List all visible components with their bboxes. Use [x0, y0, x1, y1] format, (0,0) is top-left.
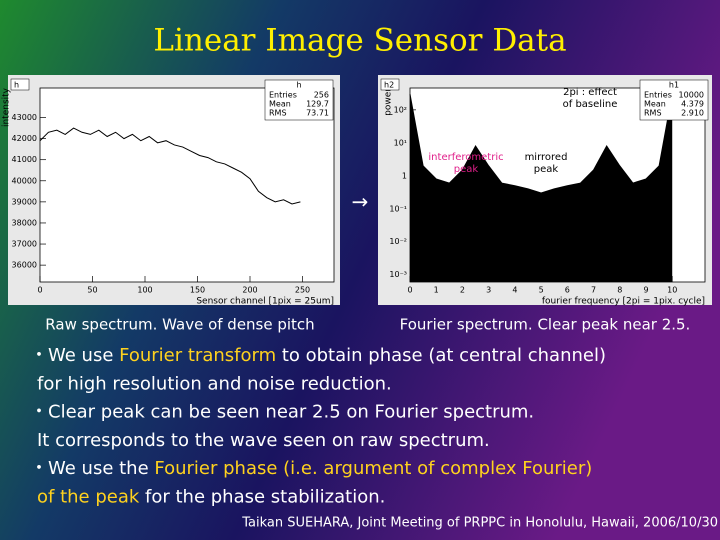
y-tick-label: 38000 [12, 218, 37, 227]
annotation: interferometric [428, 152, 503, 163]
x-tick-label: 1 [434, 286, 439, 295]
y-tick-label: 10⁻¹ [389, 204, 407, 213]
bullet-text: It corresponds to the wave seen on raw s… [37, 430, 490, 451]
y-axis-label: intensity [2, 87, 12, 127]
annotation: peak [534, 164, 559, 175]
stats-box [639, 79, 709, 121]
stats-key: RMS [644, 109, 662, 118]
plot: 0 1 2 3 4 5 6 7 8 9 10 10² 10¹ 1 10⁻¹ 10⁻² 10⁻³ fourier f… [378, 75, 712, 307]
spectrum-line [409, 94, 673, 194]
stats-box [264, 79, 334, 121]
bullet-text: of the peak [37, 487, 140, 508]
x-tick-label: 250 [295, 286, 310, 295]
bullet-line: of the peak for the phase stabilization. [37, 487, 385, 508]
caption: Raw spectrum. Wave of dense pitch [45, 316, 314, 334]
plot: 0 50 100 150 200 250 36000 37000 38000 39000 40000… [2, 75, 340, 307]
bullets: ・We use Fourier transform to obtain phas… [30, 345, 606, 508]
stats-value: 4.379 [681, 100, 704, 109]
bullet-text: Fourier transform [119, 345, 276, 366]
x-tick-label: 8 [617, 286, 622, 295]
x-tick-label: 10 [667, 286, 677, 295]
y-axis-label: power [384, 88, 394, 116]
stats-value: 2.910 [681, 109, 704, 118]
stats-value: 10000 [679, 91, 704, 100]
stats-key: RMS [269, 109, 287, 118]
y-tick-label: 10⁻³ [389, 270, 407, 279]
plot-area [39, 87, 335, 283]
y-tick-label: 36000 [12, 261, 37, 270]
y-tick-label: 10² [394, 105, 407, 114]
bullet-text: for the phase stabilization. [139, 487, 385, 508]
y-tick-label: 10⁻² [389, 237, 407, 246]
bullet-line: for high resolution and noise reduction. [37, 373, 392, 394]
stats-key: Mean [269, 100, 291, 109]
spectrum-area [410, 94, 673, 282]
stats-key: Entries [644, 91, 672, 100]
x-tick-label: 9 [643, 286, 648, 295]
name-box [10, 78, 30, 91]
x-tick-label: 100 [137, 286, 152, 295]
bullet-text: to obtain phase (at central channel) [276, 345, 606, 366]
arrow: → [352, 190, 369, 214]
y-tick-label: 1 [402, 171, 407, 180]
y-tick-label: 37000 [12, 240, 37, 249]
stats-value: 73.71 [306, 109, 329, 118]
stats-value: 256 [314, 91, 329, 100]
spectrum-line [39, 127, 301, 205]
x-axis-label: fourier frequency [2pi = 1pix. cycle] [542, 297, 705, 307]
y-tick-label: 10¹ [394, 138, 407, 147]
x-tick-label: 5 [539, 286, 544, 295]
slide-title: Linear Image Sensor Data [153, 23, 566, 59]
x-tick-label: 200 [242, 286, 257, 295]
annotation: peak [454, 164, 479, 175]
annotation: 2pi : effect [563, 87, 617, 98]
plots: 0 50 100 150 200 2503600037000380003900040000… [2, 75, 712, 307]
bullet-line: ・We use Fourier transform to obtain phas… [30, 345, 606, 366]
x-axis-label: Sensor channel [1pix = 25um] [196, 297, 334, 307]
y-tick-label: 43000 [12, 113, 37, 122]
x-tick-label: 4 [512, 286, 517, 295]
stats-name: h [296, 81, 301, 90]
x-tick-label: 150 [190, 286, 205, 295]
annotation: mirrored [525, 152, 568, 163]
plot-name: h2 [384, 81, 394, 90]
stats-name: h1 [669, 81, 679, 90]
x-tick-label: 0 [407, 286, 412, 295]
x-tick-label: 3 [486, 286, 491, 295]
bullet-text: ・Clear peak can be seen near 2.5 on Four… [30, 402, 534, 423]
x-tick-label: 7 [591, 286, 596, 295]
bullet-text: for high resolution and noise reduction. [37, 373, 392, 394]
x-tick-label: 2 [460, 286, 465, 295]
stats-value: 129.7 [306, 100, 329, 109]
name-box [380, 78, 400, 91]
bullet-text: ・We use [30, 345, 119, 366]
footer: Taikan SUEHARA, Joint Meeting of PRPPC i… [241, 516, 718, 531]
x-tick-label: 0 [37, 286, 42, 295]
bullet-line: ・We use the Fourier phase (i.e. argument… [30, 458, 592, 479]
bullet-text: ・We use the [30, 458, 154, 479]
y-tick-label: 42000 [12, 134, 37, 143]
annotation: of baseline [563, 99, 618, 110]
x-tick-label: 50 [87, 286, 97, 295]
y-tick-label: 41000 [12, 155, 37, 164]
bullet-line: ・Clear peak can be seen near 2.5 on Four… [30, 402, 534, 423]
stats-key: Mean [644, 100, 666, 109]
caption: Fourier spectrum. Clear peak near 2.5. [400, 316, 691, 334]
bullet-text: Fourier phase (i.e. argument of complex … [154, 458, 592, 479]
y-tick-label: 40000 [12, 176, 37, 185]
x-tick-label: 6 [565, 286, 570, 295]
bullet-line: It corresponds to the wave seen on raw s… [37, 430, 490, 451]
y-tick-label: 39000 [12, 197, 37, 206]
plot-name: h [14, 81, 19, 90]
stats-key: Entries [269, 91, 297, 100]
